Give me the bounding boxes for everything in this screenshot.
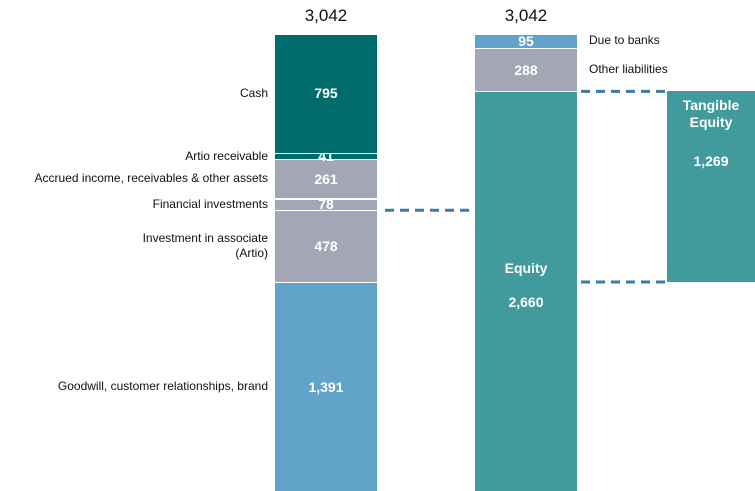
segment-label: Equity bbox=[504, 260, 548, 277]
value-label: 288 bbox=[514, 61, 538, 78]
value-label: 95 bbox=[518, 32, 534, 49]
segment-label: Accrued income, receivables & other asse… bbox=[34, 171, 268, 186]
value-label: 2,660 bbox=[508, 294, 544, 311]
segment-label: Goodwill, customer relationships, brand bbox=[57, 379, 268, 393]
tangible-bar bbox=[667, 91, 755, 283]
value-label: 478 bbox=[314, 238, 338, 255]
value-label: 78 bbox=[318, 196, 334, 213]
tangible-value: 1,269 bbox=[693, 153, 729, 170]
bar-segment bbox=[275, 153, 377, 160]
segment-label: Due to banks bbox=[589, 32, 660, 47]
bar-segment bbox=[275, 198, 377, 211]
value-label: 795 bbox=[314, 85, 338, 102]
bar-segment bbox=[275, 210, 377, 283]
total-label: 3,042 bbox=[504, 6, 548, 25]
value-label: 1,391 bbox=[308, 378, 344, 395]
segment-label: Investment in associate (Artio) bbox=[142, 231, 268, 261]
bar-segment bbox=[275, 159, 377, 199]
total-label: 3,042 bbox=[304, 6, 348, 25]
bar-segment bbox=[475, 91, 577, 491]
tangible-label: Tangible Equity bbox=[682, 97, 740, 131]
segment-label: Other liabilities bbox=[589, 61, 668, 76]
bar-segment bbox=[475, 48, 577, 92]
segment-label: Cash bbox=[239, 85, 268, 100]
bar-segment bbox=[275, 282, 377, 491]
segment-label: Artio receivable bbox=[185, 148, 268, 163]
value-label: 261 bbox=[314, 170, 338, 187]
segment-label: Financial investments bbox=[152, 196, 268, 211]
bar-segment bbox=[275, 33, 377, 154]
bar-segment bbox=[475, 33, 577, 49]
